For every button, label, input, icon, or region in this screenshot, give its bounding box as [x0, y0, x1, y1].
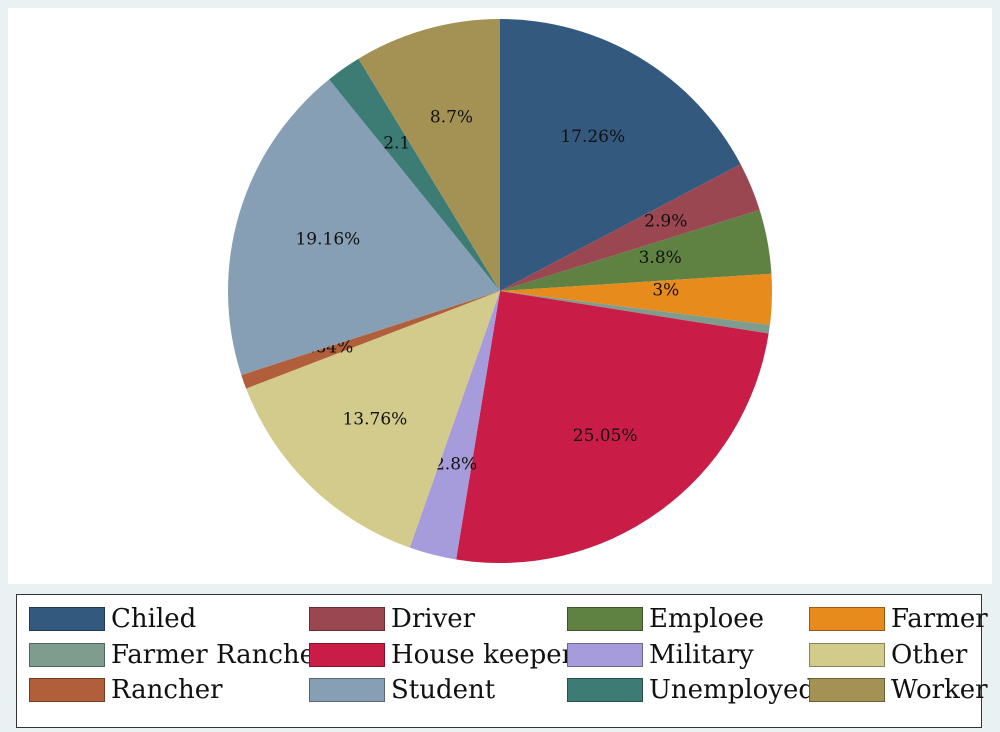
slice-label-driver: 2.9% [644, 212, 687, 232]
legend-label: Unemployed [649, 675, 816, 705]
legend-swatch [309, 643, 385, 667]
pie-slice-military [409, 291, 500, 560]
legend-swatch [809, 643, 885, 667]
legend-label: Worker [891, 675, 988, 705]
legend-swatch [29, 678, 105, 702]
legend-swatch [309, 678, 385, 702]
pie-slice-student [228, 79, 500, 376]
legend-label: Rancher [111, 675, 223, 705]
pie-slice-emploee [500, 209, 772, 291]
slice-label-other: 13.76% [342, 409, 407, 429]
slice-label-chiled: 17.26% [560, 127, 625, 147]
slice-label-worker: 8.7% [430, 108, 473, 128]
legend-label: Chiled [111, 604, 197, 634]
legend-swatch [809, 678, 885, 702]
slice-label-military: 2.8% [434, 454, 477, 474]
legend-swatch [309, 607, 385, 631]
slice-label-house-keeper: 25.05% [573, 426, 638, 446]
legend-label: Military [649, 640, 754, 670]
legend-swatch [29, 607, 105, 631]
legend-label: Farmer Rancher [111, 640, 328, 670]
pie-slice-rancher [241, 291, 500, 389]
pie-slice-farmer [500, 273, 773, 326]
legend-label: Emploee [649, 604, 765, 634]
pie-chart: 17.26%2.9%3.8%3%0.5%25.05%2.8%13.76%0.84… [228, 19, 773, 563]
legend-swatch [567, 607, 643, 631]
legend-label: House keeper [391, 640, 575, 670]
pie-slice-house-keeper [456, 291, 769, 563]
legend-swatch [567, 643, 643, 667]
pie-slice-other [246, 291, 500, 548]
slice-label-farmer: 3% [652, 281, 679, 301]
chart-legend: Chiled Driver Emploee Farmer Farmer Rancher H… [16, 594, 988, 728]
legend-swatch [809, 607, 885, 631]
legend-swatch [567, 678, 643, 702]
pie-slice-worker [358, 19, 500, 291]
pie-slice-chiled [500, 19, 741, 291]
pie-slice-unemployed [329, 58, 500, 291]
pie-slice-farmer-rancher [500, 291, 770, 334]
slice-label-emploee: 3.8% [639, 248, 682, 268]
legend-swatch [29, 643, 105, 667]
legend-label: Farmer [891, 604, 988, 634]
legend-label: Other [891, 640, 968, 670]
legend-label: Student [391, 675, 496, 705]
slice-label-student: 19.16% [295, 229, 360, 249]
pie-slice-driver [500, 164, 760, 291]
chart-plot-area: 17.26%2.9%3.8%3%0.5%25.05%2.8%13.76%0.84… [8, 8, 992, 584]
legend-label: Driver [391, 604, 476, 634]
